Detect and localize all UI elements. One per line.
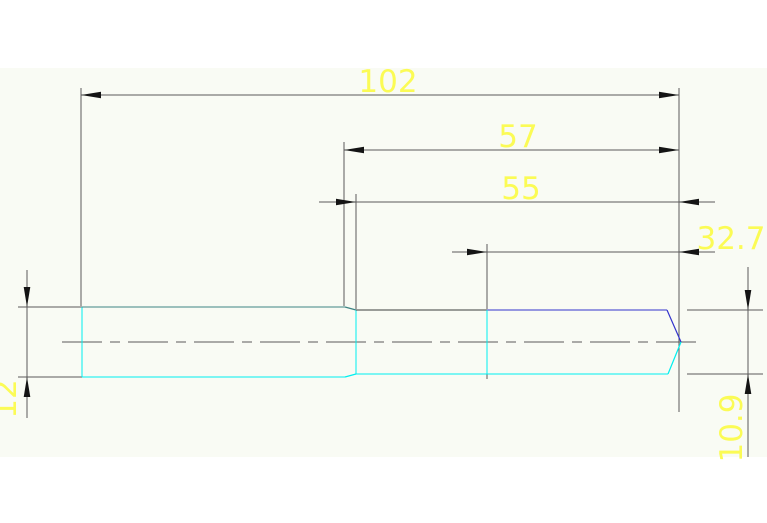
arrow-left-icon (467, 248, 487, 256)
dimension-value: 12 (0, 379, 24, 418)
dimension-small-section-length[interactable]: 55 (319, 171, 715, 309)
drawing-sheet (0, 68, 767, 457)
dimension-value: 55 (501, 171, 540, 207)
dimension-tip-section-length[interactable]: 32.7 (452, 221, 766, 379)
arrow-right-icon (659, 146, 679, 154)
arrow-left-icon (336, 198, 356, 206)
arrow-left-icon (81, 91, 101, 99)
shaft-tip-chamfer-bottom (667, 341, 682, 375)
dimension-value: 10.9 (714, 393, 750, 462)
shaft-taper-bottom (344, 373, 357, 378)
dimension-upper-section-length[interactable]: 57 (343, 119, 679, 306)
arrow-up-icon (744, 374, 752, 394)
dimension-right-diameter[interactable]: 10.9 (687, 267, 763, 463)
dimension-overall-length[interactable]: 102 (80, 64, 680, 412)
dimension-value: 102 (358, 64, 417, 100)
arrow-right-icon (679, 198, 699, 206)
shaft-taper-top (344, 306, 357, 311)
arrow-up-icon (23, 377, 31, 397)
shaft-tip-chamfer-top (666, 309, 682, 343)
shaft-part[interactable] (62, 306, 698, 378)
arrow-left-icon (344, 146, 364, 154)
dimension-value: 32.7 (696, 221, 765, 257)
arrow-down-icon (744, 290, 752, 310)
dimension-value: 57 (498, 119, 537, 155)
arrow-down-icon (23, 287, 31, 307)
dimension-left-diameter[interactable]: 12 (0, 270, 82, 419)
arrow-right-icon (659, 91, 679, 99)
arrow-right-icon (679, 248, 699, 256)
